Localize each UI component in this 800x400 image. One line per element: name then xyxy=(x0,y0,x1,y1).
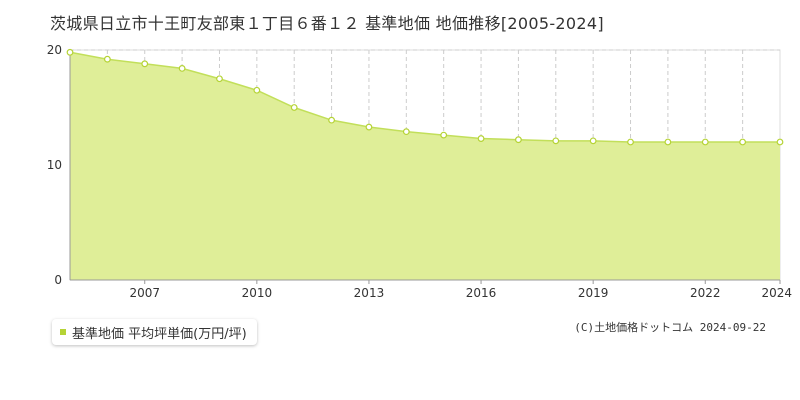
data-point xyxy=(739,138,747,146)
x-tick-label: 2022 xyxy=(690,286,721,300)
copyright: (C)土地価格ドットコム 2024-09-22 xyxy=(574,321,766,334)
area-layer xyxy=(69,51,780,280)
data-point xyxy=(141,60,149,68)
data-point xyxy=(552,137,560,145)
marker-layer xyxy=(66,48,784,146)
data-point xyxy=(627,138,634,146)
data-point xyxy=(589,137,597,145)
legend: 基準地価 平均坪単価(万円/坪) xyxy=(52,319,257,345)
data-point xyxy=(103,55,111,63)
series-line xyxy=(69,51,780,143)
data-point xyxy=(402,128,410,136)
chart-title: 茨城県日立市十王町友部東１丁目６番１２ 基準地価 地価推移[2005-2024] xyxy=(50,14,604,33)
x-tick-label: 2024 xyxy=(761,286,792,300)
data-point xyxy=(253,86,261,94)
y-tick-label: 20 xyxy=(47,43,62,57)
series-area xyxy=(70,52,780,280)
data-point xyxy=(664,138,672,146)
data-point xyxy=(328,116,335,124)
data-point xyxy=(216,75,223,83)
x-tick-label: 2013 xyxy=(354,286,385,300)
x-tick-label: 2007 xyxy=(129,286,160,300)
x-tick-label: 2019 xyxy=(578,286,609,300)
y-tick-label: 10 xyxy=(47,158,62,172)
data-point xyxy=(365,123,373,131)
data-point xyxy=(440,131,448,139)
x-tick-label: 2010 xyxy=(242,286,273,300)
data-point xyxy=(701,138,709,146)
data-point xyxy=(66,48,74,56)
data-point xyxy=(178,64,186,72)
legend-label: 基準地価 平均坪単価(万円/坪) xyxy=(72,326,247,342)
data-point xyxy=(477,135,485,142)
x-tick-label: 2016 xyxy=(466,286,497,300)
axis-layer: 0 10 20 2007 2010 2013 2016 2019 2022 2024 xyxy=(47,43,792,300)
data-point xyxy=(290,104,298,111)
legend-swatch xyxy=(60,329,66,335)
data-point xyxy=(515,136,522,144)
data-point xyxy=(776,138,784,146)
y-tick-label: 0 xyxy=(54,273,62,287)
